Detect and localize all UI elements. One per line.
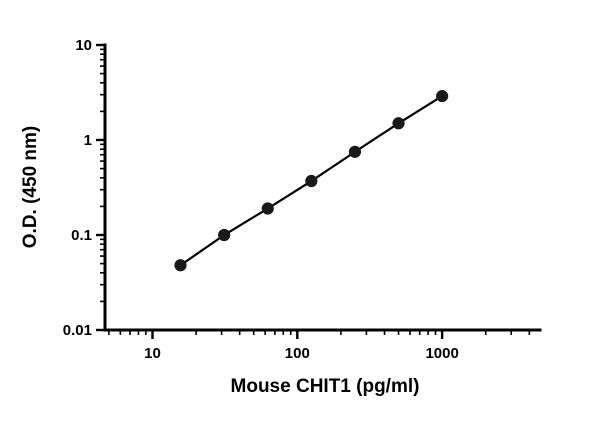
y-axis-title: O.D. (450 nm) [20, 126, 41, 248]
x-tick-label: 100 [285, 345, 310, 362]
data-point [218, 228, 231, 242]
data-point [348, 145, 362, 158]
data-point [174, 259, 187, 272]
x-tick-label: 1000 [425, 345, 458, 362]
plot-layer: 10 100 1000 0.01 0.1 1 10 [63, 37, 542, 362]
y-tick-label: 0.1 [71, 227, 92, 244]
x-axis-title: Mouse CHIT1 (pg/ml) [231, 376, 420, 397]
x-tick-label: 10 [144, 345, 161, 362]
data-point [305, 174, 318, 188]
data-point [436, 89, 449, 103]
y-tick-label: 1 [84, 132, 92, 149]
y-tick-label: 10 [75, 37, 92, 54]
data-point [392, 117, 405, 130]
y-tick-label: 0.01 [63, 322, 92, 339]
data-point [261, 202, 274, 215]
